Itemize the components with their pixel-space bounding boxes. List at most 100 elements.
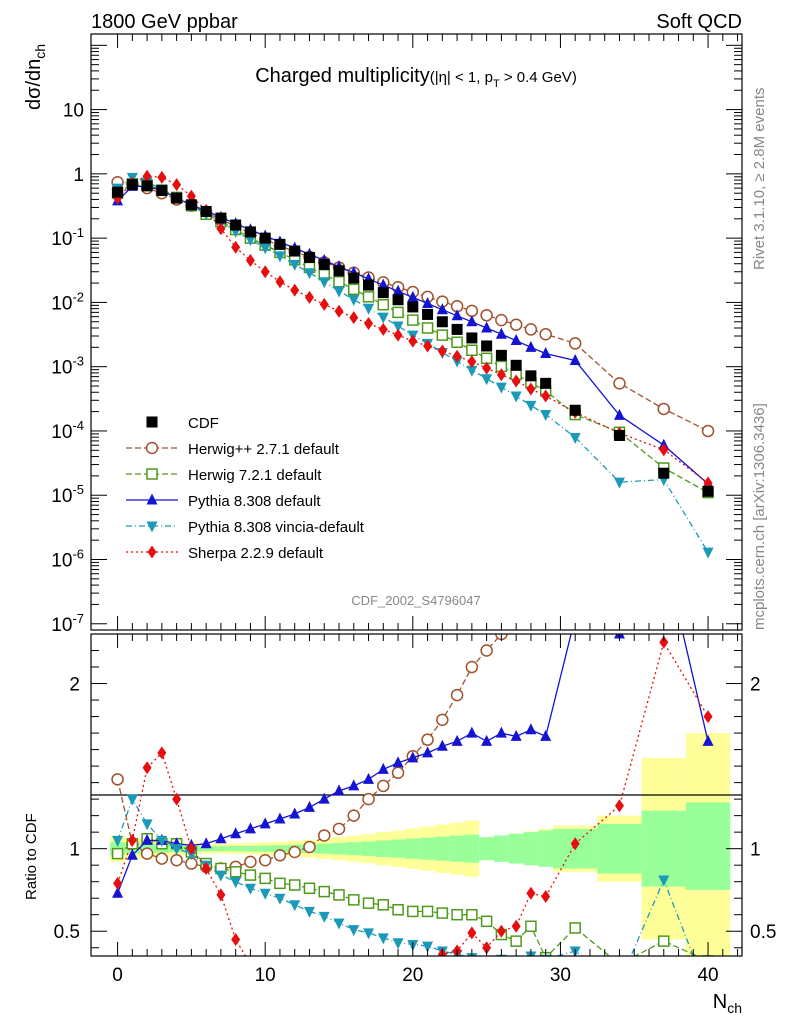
band-inner-21 <box>420 837 435 860</box>
band-inner-24 <box>464 834 480 863</box>
herwig7-point-16 <box>348 283 360 296</box>
band-inner-27 <box>508 833 524 864</box>
legend-marker-herwigpp <box>145 441 159 455</box>
sherpa-point-19 <box>393 328 403 342</box>
vincia-ratio-point-14 <box>318 911 330 923</box>
pythia-ratio-point-27 <box>510 729 522 741</box>
cdf-point-28 <box>525 370 537 382</box>
cdf-point-22 <box>436 316 448 328</box>
sherpa-point-4 <box>172 178 182 192</box>
band-inner-20 <box>405 838 421 859</box>
herwig7-ratio-line <box>117 838 699 956</box>
cdf-point-26 <box>495 349 507 361</box>
herwigpp-point-29 <box>539 327 552 341</box>
pythia-point-30 <box>569 353 581 365</box>
vincia-point-13 <box>303 268 315 280</box>
band-inner-6 <box>198 846 214 852</box>
sherpa-point-23 <box>452 349 462 363</box>
ratio-label-left-0.5: 0.5 <box>54 922 80 943</box>
analysis-watermark: CDF_2002_S4796047 <box>351 593 480 608</box>
herwig7-ratio-point-28 <box>525 920 537 933</box>
sherpa-ratio-point-28 <box>526 886 536 900</box>
pythia-point-28 <box>525 340 537 352</box>
pythia-ratio-point-33 <box>702 734 714 746</box>
vincia-point-24 <box>466 365 478 377</box>
vincia-ratio-point-25 <box>481 958 492 969</box>
vincia-point-19 <box>392 321 404 333</box>
vincia-point-31 <box>613 477 625 489</box>
rivet-version: Rivet 3.1.10, ≥ 2.8M events <box>751 88 768 271</box>
sherpa-ratio-point-2 <box>142 761 152 775</box>
vincia-ratio-point-3 <box>156 835 168 847</box>
pythia-ratio-point-1 <box>126 848 138 860</box>
sherpa-point-18 <box>378 322 388 336</box>
herwigpp-ratio-point-9 <box>244 855 257 869</box>
cdf-point-18 <box>377 287 389 299</box>
vincia-ratio-point-15 <box>333 918 345 930</box>
pythia-ratio-point-23 <box>451 734 463 746</box>
legend-marker-herwig7 <box>146 468 158 480</box>
band-inner-15 <box>331 842 347 855</box>
sherpa-ratio-point-11 <box>275 978 284 991</box>
cdf-point-12 <box>289 245 301 257</box>
pythia-ratio-point-30 <box>570 611 581 622</box>
plot-title: Charged multiplicity(|η| < 1, pT > 0.4 G… <box>255 65 577 90</box>
cdf-point-3 <box>156 185 168 197</box>
pythia-line <box>117 185 709 485</box>
vincia-line <box>117 176 709 553</box>
band-inner-14 <box>316 843 332 854</box>
herwigpp-point-28 <box>524 323 538 336</box>
herwigpp-ratio-point-22 <box>436 713 449 727</box>
sherpa-ratio-point-17 <box>364 986 373 999</box>
cdf-point-32 <box>658 467 670 479</box>
pythia-point-20 <box>407 290 419 302</box>
sherpa-ratio-point-31 <box>614 799 624 813</box>
cdf-point-15 <box>333 265 345 277</box>
pythia-point-25 <box>481 321 493 333</box>
pythia-point-29 <box>540 347 552 359</box>
herwig7-ratio-point-24 <box>466 908 478 921</box>
y-tick-label-10^-3: 10-3 <box>51 354 84 379</box>
sherpa-point-26 <box>496 368 506 382</box>
herwigpp-ratio-point-10 <box>258 853 272 867</box>
legend-label-herwig7: Herwig 7.2.1 default <box>188 467 322 484</box>
cdf-point-5 <box>185 199 197 211</box>
herwigpp-point-25 <box>480 309 493 322</box>
herwig7-ratio-point-13 <box>303 882 316 895</box>
top-panel-frame <box>90 33 743 631</box>
herwigpp-ratio-point-15 <box>332 822 346 836</box>
sherpa-ratio-point-33 <box>703 710 713 724</box>
sherpa-point-27 <box>511 374 521 388</box>
cdf-point-14 <box>318 258 330 270</box>
sherpa-point-25 <box>482 361 492 375</box>
herwigpp-ratio-point-23 <box>450 688 464 702</box>
herwig7-ratio-point-20 <box>407 905 419 918</box>
herwig7-line <box>117 183 709 494</box>
herwig7-point-17 <box>362 291 375 303</box>
sherpa-ratio-point-8 <box>231 932 241 946</box>
band-inner-17 <box>361 841 376 856</box>
vincia-ratio-point-17 <box>363 928 375 940</box>
band-inner-29 <box>538 830 554 867</box>
pythia-ratio-point-10 <box>259 817 271 829</box>
vincia-ratio-point-19 <box>392 938 404 950</box>
pythia-ratio-point-28 <box>525 723 537 735</box>
herwig7-ratio-point-21 <box>421 905 434 918</box>
band-inner-33 <box>685 802 731 890</box>
sherpa-point-14 <box>319 297 329 311</box>
sherpa-point-13 <box>304 290 314 304</box>
vincia-point-11 <box>274 251 286 263</box>
y-tick-label-10^-7: 10-7 <box>51 611 84 636</box>
cdf-point-16 <box>348 272 360 284</box>
header-left: 1800 GeV ppbar <box>91 11 238 33</box>
sherpa-ratio-point-26 <box>496 924 506 938</box>
pythia-ratio-point-6 <box>200 837 212 849</box>
sherpa-ratio-point-0 <box>113 876 123 890</box>
legend-label-herwigpp: Herwig++ 2.7.1 default <box>188 441 340 458</box>
herwigpp-ratio-point-2 <box>140 847 154 860</box>
pythia-point-26 <box>495 327 507 339</box>
legend-marker-pythia <box>146 493 158 505</box>
legend-marker-sherpa <box>147 545 157 559</box>
herwigpp-point-30 <box>568 337 582 350</box>
